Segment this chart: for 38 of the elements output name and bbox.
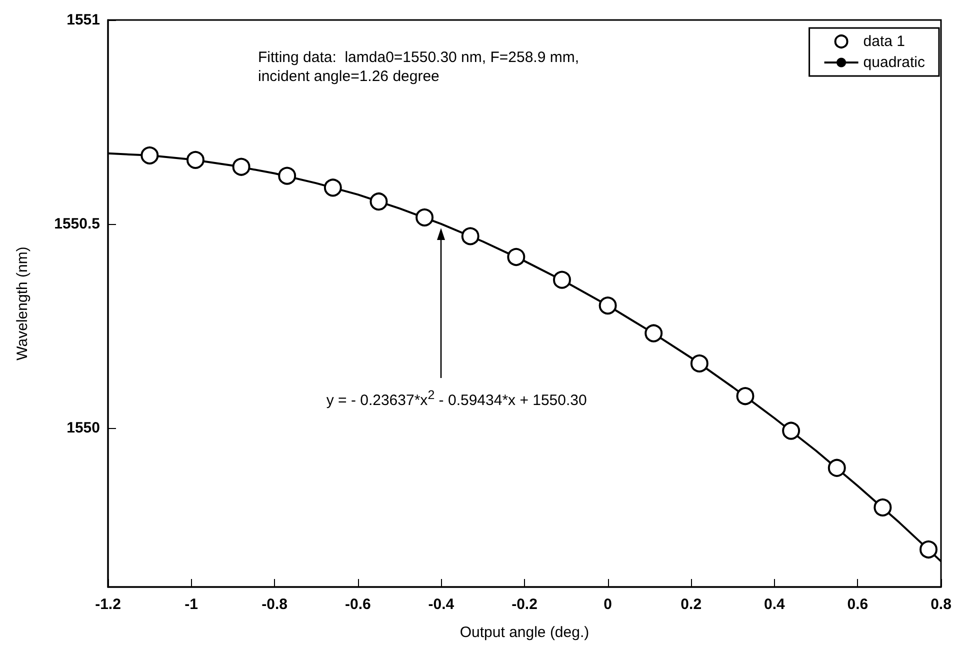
point (232, 158, 250, 176)
point (736, 387, 754, 406)
x-tick-label: 0.4 (764, 596, 786, 613)
x-tick-label: 0 (604, 596, 612, 613)
annotation: y = - 0.23637*x$^{2}$ - 0.59434*x + 1550.30 (326, 386, 587, 410)
y-tick-label: 1551 (66, 12, 100, 28)
x-tick-label: 0.6 (847, 596, 868, 613)
legend-label: quadratic (863, 54, 926, 71)
annotation: Fitting data: lamda0=1550.30 nm, F=258.9 mm, incident angle=1.26 degree (258, 48, 580, 86)
point (644, 324, 663, 342)
point (920, 540, 938, 558)
point (186, 150, 204, 169)
point (416, 208, 434, 226)
point (370, 192, 388, 211)
x-tick-label: 0.8 (930, 596, 952, 613)
point (507, 248, 526, 266)
point (690, 354, 708, 372)
point (828, 458, 846, 477)
x-tick-label: -0.2 (512, 596, 538, 613)
point (553, 270, 571, 289)
x-tick-label: -1.2 (95, 596, 121, 613)
point (461, 227, 480, 246)
y-tick-label: 1550 (66, 419, 100, 436)
point (782, 422, 800, 440)
y-axis-title: Wavelength (nm) (14, 246, 31, 360)
x-axis-title: Output angle (deg.) (460, 624, 590, 641)
x-tick-label: -0.4 (428, 596, 455, 613)
point (278, 166, 296, 185)
legend-label: data 1 (863, 33, 906, 50)
point (598, 296, 617, 315)
x-tick-label: -0.6 (344, 596, 371, 613)
x-tick-label: 0.2 (680, 596, 702, 613)
point (140, 146, 159, 164)
x-tick-label: -0.8 (262, 596, 288, 613)
y-tick-label: 1550.5 (54, 215, 100, 232)
point (324, 178, 342, 197)
point (874, 498, 892, 516)
x-tick-label: -1 (184, 596, 198, 613)
